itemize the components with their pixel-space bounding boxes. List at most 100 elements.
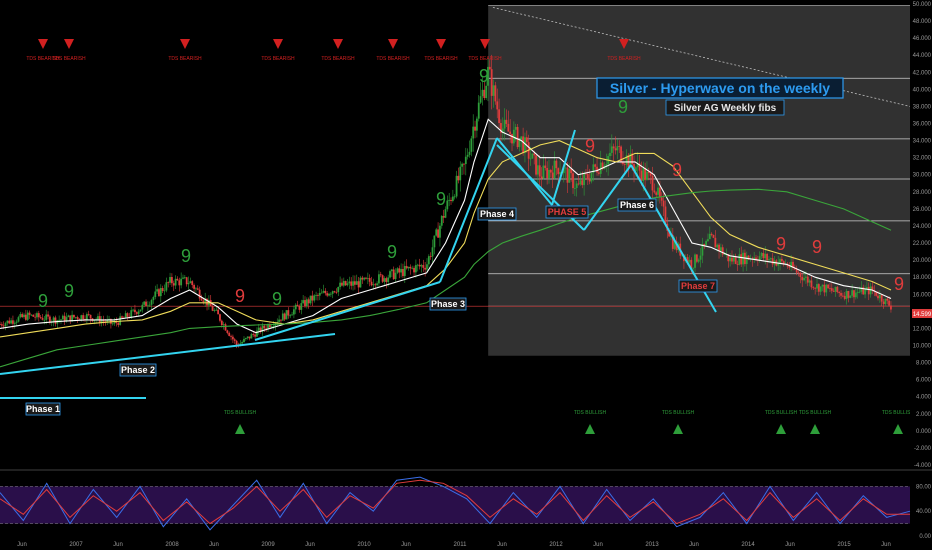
candle-body bbox=[769, 258, 772, 260]
hyperwave-lines[interactable] bbox=[0, 129, 717, 399]
buy-signal-marker bbox=[235, 424, 245, 434]
candle-body bbox=[204, 298, 207, 302]
sell-signal-label: TDS BEARISH bbox=[376, 56, 410, 62]
sell-signal-label: TDS BEARISH bbox=[424, 56, 458, 62]
candle-body bbox=[710, 233, 713, 235]
candle-body bbox=[790, 261, 793, 268]
candle-body bbox=[590, 172, 593, 182]
time-tick-label: 2009 bbox=[261, 542, 275, 548]
candle-body bbox=[507, 123, 510, 132]
candle-body bbox=[422, 265, 425, 268]
candle-body bbox=[742, 252, 744, 265]
candle-body bbox=[662, 200, 665, 207]
candle-body bbox=[226, 330, 229, 333]
price-tick-label: 38.000 bbox=[913, 104, 932, 110]
hyperwave-phase-5b-line[interactable] bbox=[551, 129, 576, 206]
hyperwave-phase-2-line[interactable] bbox=[0, 333, 336, 375]
sell-signal-marker bbox=[64, 39, 74, 49]
candle-body bbox=[37, 313, 40, 318]
hyperwave-phase-3-line[interactable] bbox=[254, 281, 441, 341]
candle-body bbox=[496, 101, 499, 110]
candle-body bbox=[333, 291, 336, 293]
candle-body bbox=[793, 268, 796, 270]
candle-body bbox=[601, 162, 604, 169]
phase-label-box[interactable] bbox=[119, 363, 157, 377]
candle-body bbox=[183, 277, 186, 279]
price-tick-label: 32.000 bbox=[913, 156, 932, 162]
candle-body bbox=[80, 315, 83, 320]
td-nine-count: 9 bbox=[894, 274, 904, 294]
candle-body bbox=[263, 325, 266, 329]
candle-body bbox=[41, 317, 44, 320]
candle-body bbox=[39, 317, 42, 318]
candle-body bbox=[636, 163, 639, 168]
candle-body bbox=[823, 284, 826, 293]
candle-body bbox=[246, 336, 249, 338]
title-box[interactable] bbox=[596, 77, 844, 99]
oscillator-tick-label: 40.00 bbox=[916, 509, 932, 515]
candle-body bbox=[501, 128, 504, 133]
candle-body bbox=[43, 319, 46, 321]
hyperwave-phase-4-line[interactable] bbox=[439, 137, 498, 283]
candle-body bbox=[858, 291, 861, 293]
candle-body bbox=[623, 164, 626, 165]
candle-body bbox=[171, 277, 173, 284]
candle-body bbox=[233, 339, 236, 341]
candle-body bbox=[45, 314, 48, 320]
candle-body bbox=[540, 176, 543, 179]
sell-signal-label: TDS BEARISH bbox=[168, 56, 202, 62]
candle-body bbox=[368, 278, 371, 282]
candle-body bbox=[544, 165, 547, 168]
candle-body bbox=[777, 262, 780, 266]
candle-body bbox=[479, 96, 482, 103]
candle-body bbox=[890, 305, 892, 310]
candle-body bbox=[405, 265, 408, 269]
chart-title: Silver - Hyperwave on the weekly bbox=[610, 80, 830, 96]
subtitle-box[interactable] bbox=[665, 99, 785, 116]
price-axis[interactable]: 50.000 48.000 46.000 44.000 42.000 40.000 38.0… bbox=[910, 0, 932, 470]
candle-body bbox=[690, 259, 693, 269]
phase-label-text: Phase 3 bbox=[431, 299, 465, 309]
candle-body bbox=[854, 292, 857, 298]
candle-body bbox=[265, 328, 268, 330]
candle-body bbox=[538, 165, 541, 177]
candle-body bbox=[431, 247, 434, 257]
candle-body bbox=[512, 129, 515, 144]
buy-signal-label: TDS BULLISH bbox=[574, 410, 607, 416]
phase-label-box[interactable] bbox=[477, 207, 517, 221]
candle-body bbox=[573, 187, 576, 189]
phase-label-box[interactable] bbox=[429, 297, 467, 311]
candle-body bbox=[420, 265, 423, 267]
time-axis[interactable]: Jun 2007 Jun 2008 Jun 2009 Jun 2010 Jun 2011 Jun 20… bbox=[17, 542, 891, 548]
candle-body bbox=[407, 266, 410, 269]
phase-label-text: Phase 1 bbox=[26, 404, 60, 414]
oscillator-d-line bbox=[0, 479, 910, 525]
candle-body bbox=[167, 282, 170, 284]
phase-labels[interactable]: Phase 1 Phase 2 Phase 3 Phase 4 PHASE 5 Phase… bbox=[25, 198, 718, 416]
candle-body bbox=[845, 290, 848, 299]
candle-body bbox=[564, 167, 567, 169]
time-tick-label: Jun bbox=[209, 542, 219, 548]
candle-body bbox=[555, 160, 558, 169]
candle-body bbox=[32, 314, 35, 317]
phase-label-box[interactable] bbox=[25, 402, 61, 416]
candle-body bbox=[293, 309, 295, 315]
candle-body bbox=[416, 264, 419, 266]
candle-body bbox=[888, 300, 890, 306]
oscillator-panel[interactable]: 80.00 40.00 0.00 bbox=[0, 469, 932, 540]
candle-body bbox=[222, 324, 225, 326]
sell-signal-marker bbox=[388, 39, 398, 49]
candle-body bbox=[244, 337, 247, 339]
candle-body bbox=[76, 317, 79, 319]
td-nine-count: 9 bbox=[181, 246, 191, 266]
phase-label-box[interactable] bbox=[545, 205, 589, 219]
buy-signal-label: TDS BULLISH bbox=[882, 410, 915, 416]
hyperwave-phase-6-line[interactable] bbox=[583, 164, 632, 231]
phase-label-box[interactable] bbox=[617, 198, 657, 212]
candle-body bbox=[655, 192, 658, 195]
candle-body bbox=[829, 288, 831, 289]
candle-body bbox=[165, 282, 168, 291]
phase-label-box[interactable] bbox=[678, 279, 718, 293]
candle-body bbox=[89, 314, 92, 319]
